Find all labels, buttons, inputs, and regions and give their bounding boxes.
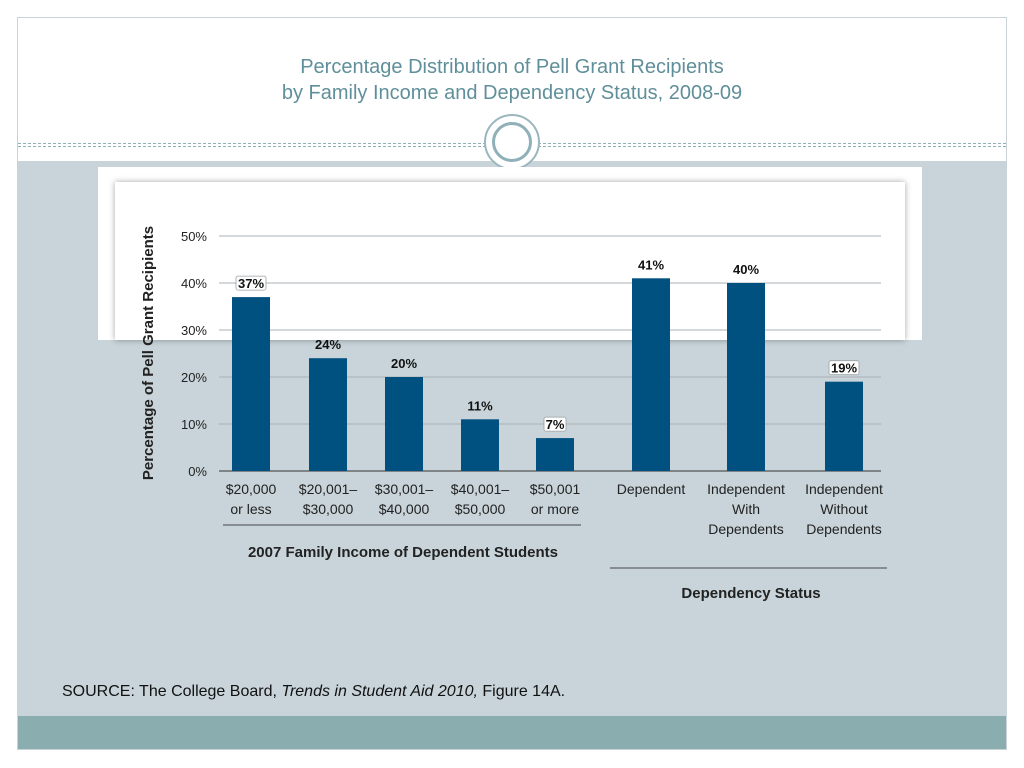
x-tick-label: With bbox=[732, 501, 760, 517]
x-tick-label: $30,001– bbox=[375, 481, 434, 497]
x-tick-label: $50,000 bbox=[455, 501, 506, 517]
group-label-dependency: Dependency Status bbox=[681, 585, 820, 602]
value-label-box bbox=[235, 275, 267, 291]
value-label: 37% bbox=[238, 276, 264, 291]
value-label: 24% bbox=[315, 337, 341, 352]
bar bbox=[232, 297, 270, 471]
value-label: 7% bbox=[546, 417, 565, 432]
y-tick-label: 10% bbox=[181, 417, 207, 432]
x-tick-label: $40,000 bbox=[379, 501, 430, 517]
chart-panel bbox=[98, 167, 922, 340]
slide-title-line2: by Family Income and Dependency Status, … bbox=[281, 82, 743, 104]
y-tick-label: 40% bbox=[181, 276, 207, 291]
x-tick-label: Without bbox=[820, 501, 868, 517]
bar bbox=[385, 377, 423, 471]
x-tick-label: Dependents bbox=[806, 521, 882, 537]
bar bbox=[825, 381, 863, 471]
bar bbox=[461, 419, 499, 471]
value-label: 40% bbox=[733, 262, 759, 277]
value-label: 20% bbox=[391, 356, 417, 371]
x-tick-label: $30,000 bbox=[303, 501, 354, 517]
x-tick-label: $20,001– bbox=[299, 481, 358, 497]
value-label-box bbox=[828, 360, 860, 376]
x-tick-label: Dependents bbox=[708, 521, 784, 537]
value-label: 19% bbox=[831, 361, 857, 376]
x-tick-label: or more bbox=[531, 501, 579, 517]
x-tick-label: $40,001– bbox=[451, 481, 510, 497]
bar bbox=[727, 283, 765, 471]
x-tick-label: Independent bbox=[805, 481, 883, 497]
slide-title-line1: Percentage Distribution of Pell Grant Re… bbox=[300, 56, 724, 78]
pell-grant-chart: 0% 10% 20% 30% 40% 50% Percentage of Pell Gran… bbox=[140, 226, 887, 602]
source-title: Trends in Student Aid 2010, bbox=[281, 683, 478, 700]
slide: Percentage Distribution of Pell Grant Re… bbox=[17, 17, 1007, 750]
source-note: SOURCE: The College Board, Trends in Stu… bbox=[62, 683, 565, 701]
y-tick-label: 50% bbox=[181, 229, 207, 244]
y-tick-label: 30% bbox=[181, 323, 207, 338]
value-label-box bbox=[543, 416, 567, 432]
x-tick-label: Dependent bbox=[617, 481, 686, 497]
y-axis-label: Percentage of Pell Grant Recipients bbox=[140, 226, 157, 480]
x-tick-label: $20,000 bbox=[226, 481, 277, 497]
bar bbox=[632, 278, 670, 471]
source-suffix: Figure 14A. bbox=[477, 683, 566, 700]
x-tick-label: or less bbox=[230, 501, 271, 517]
bar bbox=[309, 358, 347, 471]
x-tick-label: $50,001 bbox=[530, 481, 581, 497]
slide-footer bbox=[18, 716, 1006, 749]
circle-ornament-icon bbox=[484, 114, 540, 170]
circle-ornament-inner bbox=[492, 122, 532, 162]
group-label-income: 2007 Family Income of Dependent Students bbox=[248, 544, 558, 561]
value-label: 41% bbox=[638, 257, 664, 272]
value-label: 11% bbox=[467, 398, 493, 413]
x-tick-label: Independent bbox=[707, 481, 785, 497]
slide-title: Percentage Distribution of Pell Grant Re… bbox=[18, 54, 1006, 106]
source-prefix: SOURCE: The College Board, bbox=[62, 683, 282, 700]
bar bbox=[536, 438, 574, 471]
y-tick-label: 20% bbox=[181, 370, 207, 385]
y-tick-label: 0% bbox=[188, 464, 207, 479]
